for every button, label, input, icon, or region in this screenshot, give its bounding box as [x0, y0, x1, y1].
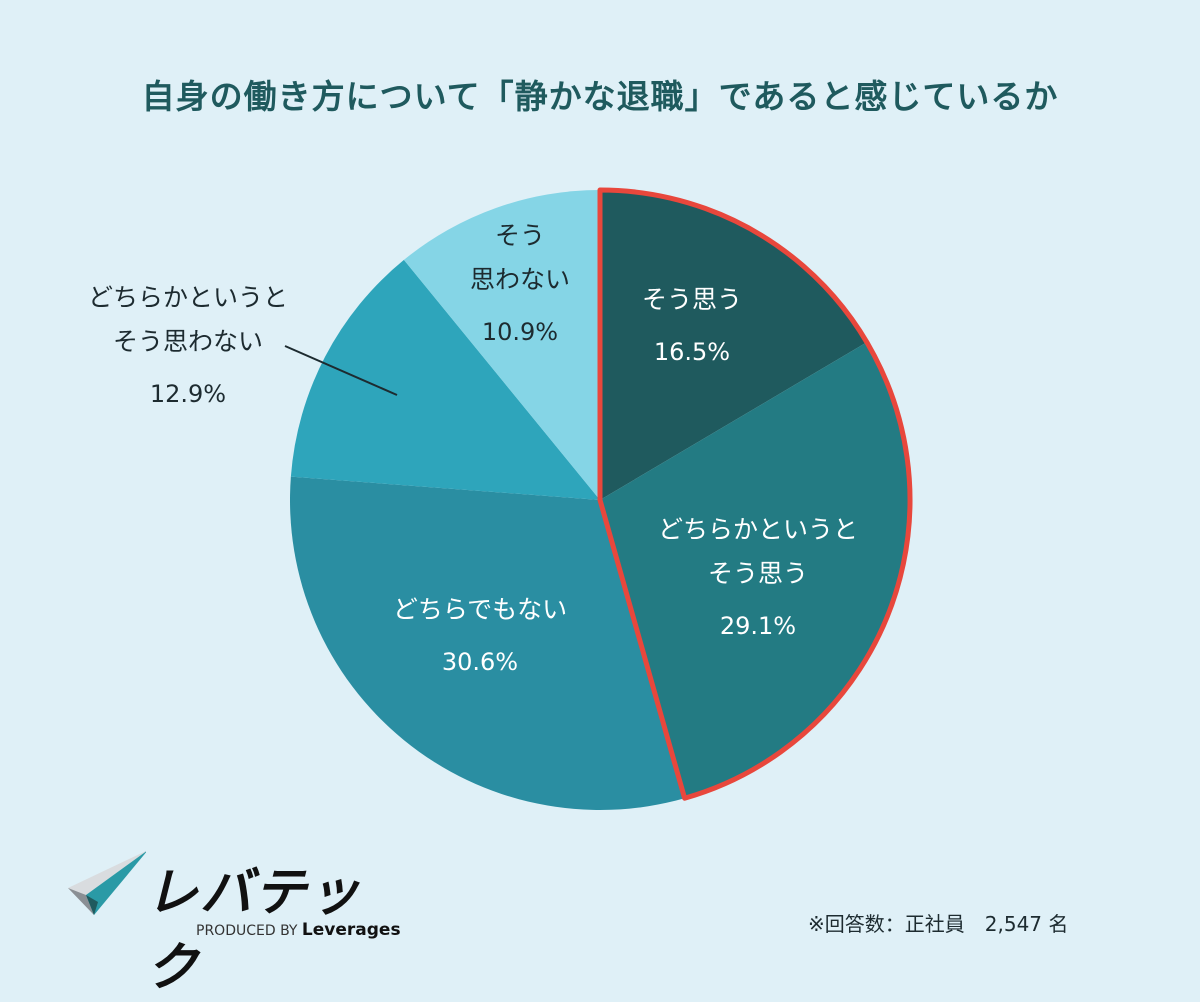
chart-title: 自身の働き方について「静かな退職」であると感じているか	[141, 77, 1059, 116]
pie-slice-0	[600, 190, 867, 500]
pie-slice-2	[290, 476, 685, 810]
leader-line	[284, 345, 398, 396]
logo-text: レバテック	[146, 863, 363, 998]
highlight-outline	[597, 187, 913, 801]
logo-mark-icon	[68, 850, 146, 915]
leverages-logo: レバテック PRODUCED BY Leverages	[66, 850, 401, 998]
respondent-note: ※回答数：正社員 2,547 名	[808, 912, 1069, 936]
slice-label-0: そう思う 16.5%	[641, 285, 743, 366]
pie-slice-1	[600, 342, 910, 799]
pie-slice-3	[290, 259, 600, 500]
slice-label-1: どちらかというと そう思う 29.1%	[657, 515, 859, 640]
slice-label-4: そう 思わない 10.9%	[469, 221, 571, 346]
logo-sub: PRODUCED BY Leverages	[196, 920, 401, 940]
slice-label-3: どちらかというと そう思わない 12.9%	[87, 283, 289, 408]
pie-slice-4	[403, 190, 600, 500]
slice-label-2: どちらでもない 30.6%	[392, 595, 568, 676]
